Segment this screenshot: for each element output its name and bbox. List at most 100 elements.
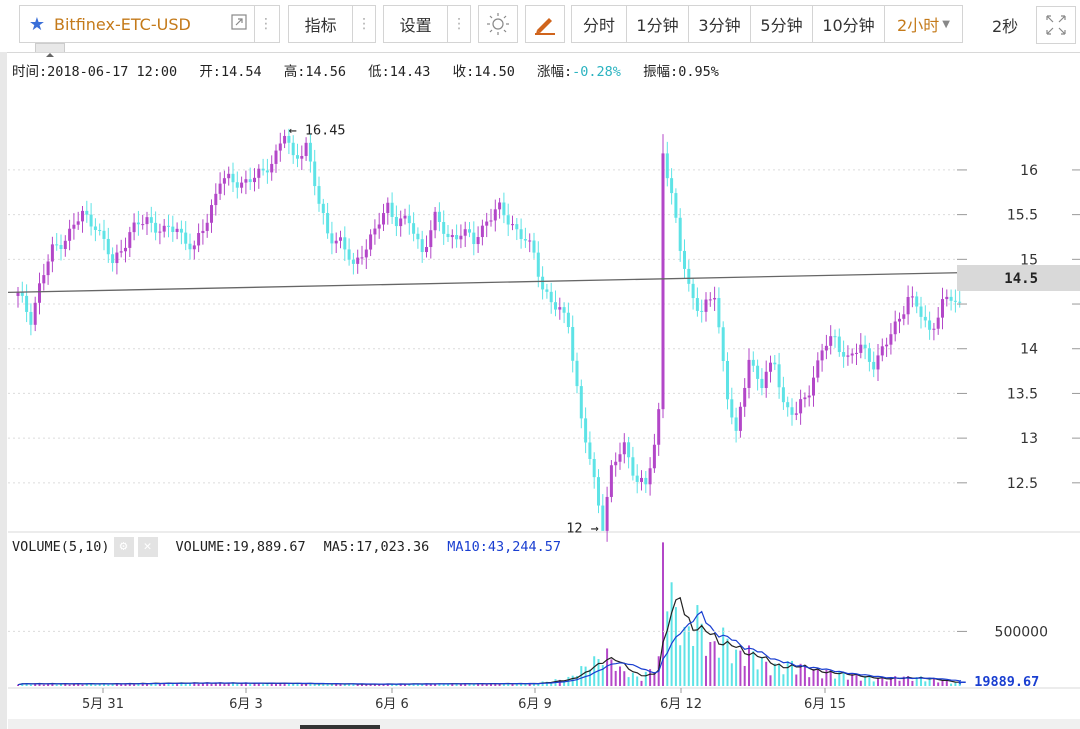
min-price-annotation: 12 → xyxy=(566,521,599,537)
candle-body xyxy=(760,378,764,388)
candle-body xyxy=(446,233,450,238)
indicators-more-icon[interactable]: ⋮ xyxy=(352,6,375,42)
candle-body xyxy=(584,418,588,443)
more-options-icon[interactable]: ⋮ xyxy=(254,6,277,42)
candle-body xyxy=(575,360,579,387)
volume-bar xyxy=(507,683,510,686)
candle-body xyxy=(769,362,772,372)
period-10min[interactable]: 10分钟 xyxy=(812,6,884,42)
candle-body xyxy=(46,261,50,276)
candle-body xyxy=(872,361,876,370)
trendline[interactable] xyxy=(7,272,958,294)
info-high: 高:14.56 xyxy=(283,64,347,80)
volume-info-row: VOLUME(5,10) ⚙ ✕ VOLUME:19,889.67 MA5:17… xyxy=(12,537,561,557)
candle-body xyxy=(670,178,674,194)
max-price-annotation: ← 16.45 xyxy=(289,123,346,139)
period-3min[interactable]: 3分钟 xyxy=(688,6,750,42)
theme-toggle-button[interactable] xyxy=(478,5,518,43)
volume-bar xyxy=(266,683,269,686)
symbol-dropdown-tab[interactable] xyxy=(35,43,65,57)
volume-bar xyxy=(687,626,690,686)
time-tick-label: 6月 12 xyxy=(660,697,702,712)
period-fenshi[interactable]: 分时 xyxy=(582,16,615,35)
candle-body xyxy=(373,228,377,235)
period-5min[interactable]: 5分钟 xyxy=(750,6,812,42)
volume-bar xyxy=(107,684,110,686)
period-2hour[interactable]: 2小时 ▼ xyxy=(884,6,962,42)
candle-body xyxy=(68,228,72,241)
candle-body xyxy=(386,202,390,214)
candle-body xyxy=(210,205,213,223)
candle-body xyxy=(738,406,742,431)
candle-body xyxy=(794,413,798,415)
candle-body xyxy=(433,211,437,231)
volume-bar xyxy=(373,683,376,686)
candle-body xyxy=(369,234,373,250)
volume-bar xyxy=(889,676,892,686)
fullscreen-icon xyxy=(1046,15,1066,35)
external-link-icon[interactable] xyxy=(224,14,254,34)
candle-body xyxy=(283,135,287,144)
candle-body xyxy=(326,213,330,234)
volume-settings-icon[interactable]: ⚙ xyxy=(113,537,134,557)
symbol-selector[interactable]: ★ Bitfinex-ETC-USD ⋮ xyxy=(19,5,280,43)
candle-body xyxy=(532,240,536,253)
volume-close-icon[interactable]: ✕ xyxy=(137,537,158,557)
volume-bar xyxy=(864,676,867,686)
volume-bar xyxy=(365,684,368,686)
volume-bar xyxy=(868,676,871,686)
refresh-interval-label[interactable]: 2秒 xyxy=(992,17,1019,36)
candle-body xyxy=(330,233,334,244)
candle-body xyxy=(816,360,820,378)
settings-more-icon[interactable]: ⋮ xyxy=(447,6,470,42)
candle-body xyxy=(76,221,80,225)
candle-body xyxy=(111,254,115,264)
candle-body xyxy=(339,237,342,241)
candle-body xyxy=(154,222,158,233)
volume-bar xyxy=(812,669,815,686)
scrollbar-thumb[interactable] xyxy=(300,725,380,729)
volume-bar xyxy=(700,623,703,686)
candle-body xyxy=(627,442,631,458)
volume-bar xyxy=(674,607,677,686)
volume-bar xyxy=(210,683,213,686)
candle-body xyxy=(128,232,132,248)
candle-body xyxy=(683,250,686,269)
candle-body xyxy=(347,249,351,260)
volume-bar xyxy=(300,684,303,686)
candle-body xyxy=(506,215,510,225)
candle-body xyxy=(321,203,325,214)
volume-bar xyxy=(154,682,157,686)
candle-body xyxy=(846,355,850,357)
star-icon[interactable]: ★ xyxy=(28,13,46,35)
volume-bar xyxy=(184,683,187,686)
period-1min[interactable]: 1分钟 xyxy=(626,6,688,42)
volume-bar xyxy=(146,684,148,686)
candle-body xyxy=(704,299,708,312)
candle-body xyxy=(98,229,102,231)
settings-button[interactable]: 设置 xyxy=(399,16,432,35)
price-tick-label: 15 xyxy=(1020,252,1038,268)
volume-bar xyxy=(17,684,19,686)
price-axis: 16 15.5 15 14 13.5 13 12.5 xyxy=(957,163,1080,492)
volume-bar xyxy=(782,674,785,686)
draw-tool-button[interactable] xyxy=(525,5,565,43)
volume-bar xyxy=(606,648,609,686)
volume-bar xyxy=(90,683,93,686)
candle-body xyxy=(747,359,751,388)
volume-bar xyxy=(309,683,312,686)
volume-bar xyxy=(924,681,927,686)
volume-bar xyxy=(275,683,277,686)
candle-body xyxy=(579,386,583,419)
price-tick-label: 13.5 xyxy=(1007,386,1038,402)
volume-bar xyxy=(485,684,488,686)
scrollbar-track[interactable] xyxy=(8,719,1080,729)
volume-bar xyxy=(459,684,462,686)
time-tick-label: 6月 3 xyxy=(229,697,263,712)
indicators-button[interactable]: 指标 xyxy=(304,16,337,35)
volume-bar xyxy=(292,683,295,686)
volume-bar xyxy=(283,682,286,686)
fullscreen-button[interactable] xyxy=(1036,6,1076,44)
candle-body xyxy=(201,230,205,234)
